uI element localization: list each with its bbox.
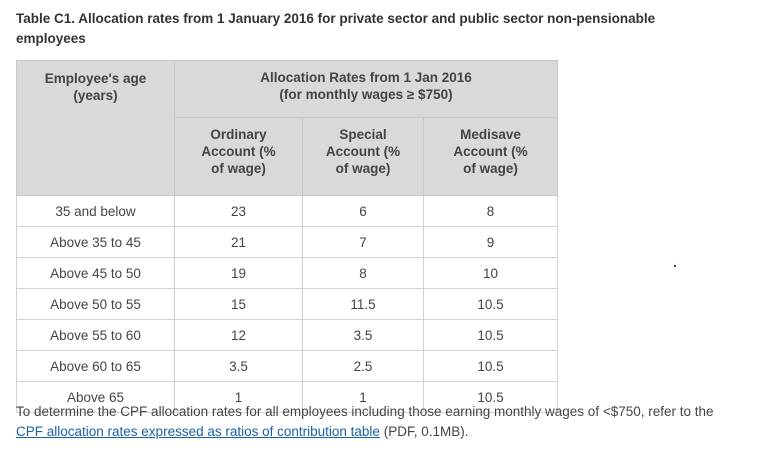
medisave-cell: 10.5: [423, 319, 558, 351]
age-cell: Above 45 to 50: [16, 257, 175, 289]
ordinary-account-label: Ordinary Account (% of wage): [201, 127, 276, 176]
allocation-header-line2: (for monthly wages ≥ $750): [279, 87, 453, 102]
table-row: Above 35 to 45 21 7 9: [16, 226, 558, 258]
table-row: Above 55 to 60 12 3.5 10.5: [16, 319, 558, 351]
table-row: Above 45 to 50 19 8 10: [16, 257, 558, 289]
ordinary-cell: 21: [174, 226, 303, 258]
table-row: Above 65 1 1 10.5: [16, 381, 558, 413]
medisave-cell: 10.5: [423, 288, 558, 320]
special-account-label: Special Account (% of wage): [325, 127, 401, 176]
medisave-account-header: Medisave Account (% of wage): [423, 117, 558, 196]
special-cell: 6: [302, 195, 424, 227]
allocation-header-line1: Allocation Rates from 1 Jan 2016: [260, 70, 472, 85]
ordinary-cell: 1: [174, 381, 303, 413]
age-header-label: Employee's age (years): [44, 71, 147, 103]
special-cell: 7: [302, 226, 424, 258]
age-cell: 35 and below: [16, 195, 175, 227]
ordinary-account-header: Ordinary Account (% of wage): [174, 117, 303, 196]
ordinary-cell: 3.5: [174, 350, 303, 382]
ordinary-cell: 19: [174, 257, 303, 289]
medisave-cell: 10.5: [423, 350, 558, 382]
special-cell: 3.5: [302, 319, 424, 351]
special-cell: 2.5: [302, 350, 424, 382]
ordinary-cell: 23: [174, 195, 303, 227]
ordinary-cell: 15: [174, 288, 303, 320]
allocation-rates-table: Employee's age (years) Allocation Rates …: [16, 60, 558, 413]
allocation-ratios-link[interactable]: CPF allocation rates expressed as ratios…: [16, 424, 380, 439]
table-footnote: To determine the CPF allocation rates fo…: [16, 402, 736, 442]
table-row: Above 60 to 65 3.5 2.5 10.5: [16, 350, 558, 382]
ordinary-cell: 12: [174, 319, 303, 351]
age-cell: Above 50 to 55: [16, 288, 175, 320]
age-cell: Above 55 to 60: [16, 319, 175, 351]
table-caption: Table C1. Allocation rates from 1 Januar…: [16, 11, 656, 46]
medisave-cell: 10: [423, 257, 558, 289]
age-cell: Above 35 to 45: [16, 226, 175, 258]
medisave-cell: 9: [423, 226, 558, 258]
table-row: Above 50 to 55 15 11.5 10.5: [16, 288, 558, 320]
special-cell: 8: [302, 257, 424, 289]
age-cell: Above 60 to 65: [16, 350, 175, 382]
special-account-header: Special Account (% of wage): [302, 117, 424, 196]
medisave-cell: 8: [423, 195, 558, 227]
age-cell: Above 65: [16, 381, 175, 413]
footnote-text: To determine the CPF allocation rates fo…: [16, 404, 714, 419]
age-column-header: Employee's age (years): [16, 60, 175, 196]
footnote-suffix: (PDF, 0.1MB).: [379, 424, 469, 439]
medisave-account-label: Medisave Account (% of wage): [453, 127, 528, 176]
stray-dot: [674, 265, 676, 267]
table-row: 35 and below 23 6 8: [16, 195, 558, 227]
allocation-rates-header: Allocation Rates from 1 Jan 2016 (for mo…: [174, 60, 558, 118]
special-cell: 11.5: [302, 288, 424, 320]
medisave-cell: 10.5: [423, 381, 558, 413]
